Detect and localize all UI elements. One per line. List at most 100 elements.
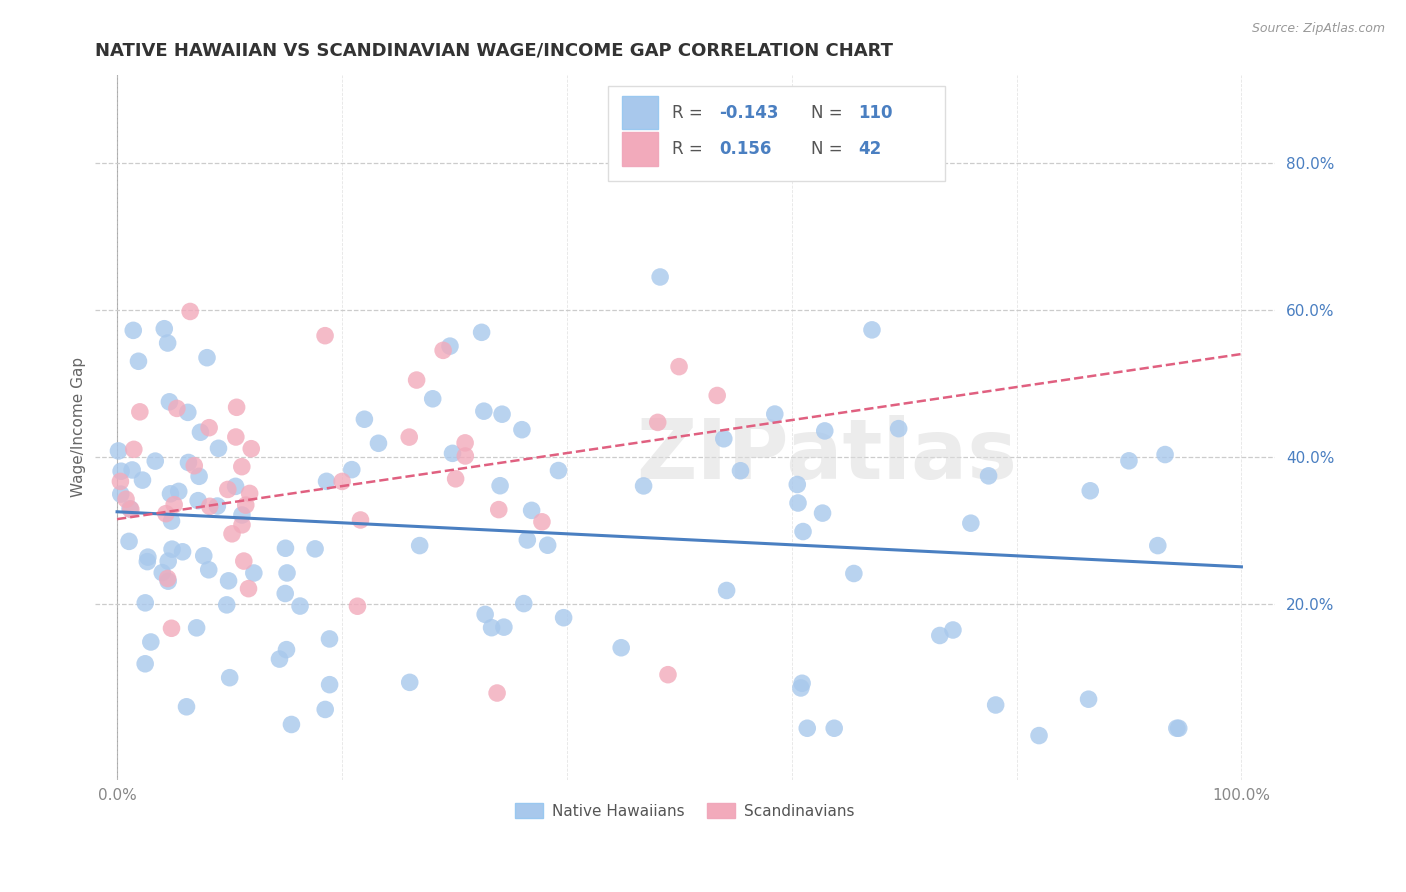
Text: N =: N = <box>811 103 848 121</box>
Point <box>823 721 845 735</box>
Point <box>650 270 672 285</box>
Point <box>159 487 181 501</box>
Point <box>221 526 243 541</box>
Point <box>716 583 738 598</box>
Point <box>647 416 669 430</box>
Point <box>398 430 420 444</box>
Point <box>346 599 368 614</box>
Point <box>218 671 240 685</box>
Point <box>787 496 810 510</box>
Point <box>318 632 340 646</box>
Point <box>231 517 253 532</box>
Point <box>1118 454 1140 468</box>
Point <box>1167 721 1189 735</box>
Point <box>811 506 834 520</box>
Point <box>240 442 263 456</box>
Point <box>177 455 200 469</box>
Point <box>122 323 145 337</box>
Point <box>276 566 298 580</box>
Point <box>1146 539 1168 553</box>
Point <box>977 468 1000 483</box>
Point <box>439 339 461 353</box>
Point <box>157 394 180 409</box>
Point <box>160 621 183 635</box>
Point <box>706 388 728 402</box>
Point <box>790 681 813 695</box>
Point <box>276 642 298 657</box>
Point <box>668 359 690 374</box>
Point <box>195 351 218 365</box>
Point <box>1077 692 1099 706</box>
Point <box>198 420 221 434</box>
Point <box>207 442 229 456</box>
Text: NATIVE HAWAIIAN VS SCANDINAVIAN WAGE/INCOME GAP CORRELATION CHART: NATIVE HAWAIIAN VS SCANDINAVIAN WAGE/INC… <box>94 42 893 60</box>
Point <box>984 698 1007 712</box>
Point <box>218 574 240 588</box>
Point <box>288 599 311 613</box>
Point <box>792 524 814 539</box>
Point <box>131 473 153 487</box>
Point <box>1028 729 1050 743</box>
Bar <box>623 132 658 166</box>
Point <box>537 538 560 552</box>
Point <box>763 407 786 421</box>
Point <box>153 322 176 336</box>
Point <box>367 436 389 450</box>
Point <box>513 597 536 611</box>
Legend: Native Hawaiians, Scandinavians: Native Hawaiians, Scandinavians <box>509 797 860 825</box>
Point <box>472 404 495 418</box>
Point <box>232 554 254 568</box>
Point <box>1078 483 1101 498</box>
Y-axis label: Wage/Income Gap: Wage/Income Gap <box>72 358 86 498</box>
Point <box>960 516 983 531</box>
Point <box>489 479 512 493</box>
Point <box>422 392 444 406</box>
Point <box>231 459 253 474</box>
Point <box>481 621 503 635</box>
Point <box>134 657 156 671</box>
Point <box>118 501 141 516</box>
Text: 110: 110 <box>859 103 893 121</box>
Point <box>225 430 247 444</box>
Point <box>150 566 173 580</box>
Point <box>340 462 363 476</box>
Point <box>516 533 538 547</box>
Point <box>136 550 159 565</box>
Point <box>520 503 543 517</box>
Text: N =: N = <box>811 140 848 158</box>
Point <box>110 475 132 489</box>
Point <box>120 502 142 516</box>
Point <box>190 425 212 440</box>
Point <box>942 623 965 637</box>
Point <box>353 412 375 426</box>
Point <box>157 554 180 568</box>
Point <box>553 610 575 624</box>
Point <box>215 598 238 612</box>
Point <box>143 454 166 468</box>
Text: ZIPatlas: ZIPatlas <box>636 415 1017 496</box>
Point <box>398 675 420 690</box>
Point <box>786 477 808 491</box>
Point <box>454 449 477 463</box>
Point <box>160 542 183 557</box>
Point <box>176 699 198 714</box>
Point <box>163 498 186 512</box>
Point <box>1166 721 1188 735</box>
Point <box>304 541 326 556</box>
Point <box>193 549 215 563</box>
Point <box>274 541 297 556</box>
Point <box>405 373 427 387</box>
Point <box>156 336 179 351</box>
Point <box>172 545 194 559</box>
Point <box>238 582 260 596</box>
Point <box>790 676 813 690</box>
Text: -0.143: -0.143 <box>718 103 779 121</box>
Point <box>110 464 132 478</box>
Point <box>314 328 336 343</box>
Point <box>235 498 257 512</box>
Text: R =: R = <box>672 103 707 121</box>
Point <box>432 343 454 358</box>
Point <box>860 323 883 337</box>
Point <box>225 401 247 415</box>
Point <box>274 586 297 600</box>
